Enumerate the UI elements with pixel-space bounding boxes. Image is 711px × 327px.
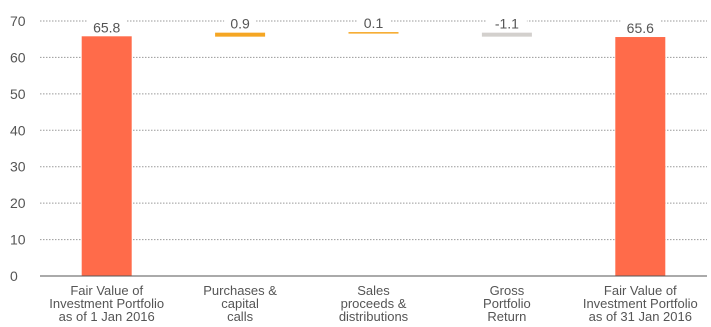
x-category-line: calls	[227, 309, 254, 322]
x-category-line: Sales	[357, 283, 390, 298]
y-tick-label-40: 40	[10, 122, 26, 138]
bar-5	[615, 37, 666, 277]
x-category-line: Fair Value of	[70, 283, 143, 298]
x-category-line: Investment Portfolio	[583, 296, 698, 311]
x-category-line: as of 1 Jan 2016	[59, 309, 155, 322]
data-label-2: 0.9	[230, 16, 250, 32]
data-label-bg-3	[357, 14, 390, 32]
x-category-line: as of 31 Jan 2016	[589, 309, 692, 322]
data-label-3: 0.1	[364, 15, 384, 31]
gridlines	[40, 20, 707, 241]
bar-4	[481, 32, 532, 37]
y-axis-ticks: 0 10 20 30 40 50 60 70	[10, 13, 26, 284]
x-category-label-4: Gross Portfolio Return	[483, 283, 531, 322]
x-category-label-1: Fair Value of Investment Portfolio as of 1…	[49, 283, 164, 322]
data-label-4: -1.1	[495, 16, 519, 32]
y-tick-label-70: 70	[10, 13, 26, 29]
x-category-line: Gross	[490, 283, 525, 298]
x-category-line: Investment Portfolio	[49, 296, 164, 311]
x-axis-categories: Fair Value of Investment Portfolio as of 1…	[49, 283, 698, 324]
data-label-5: 65.6	[627, 20, 654, 36]
x-category-label-5: Fair Value of Investment Portfolio as of 3…	[583, 283, 698, 322]
data-label-bg-1	[86, 18, 127, 36]
bar-2	[215, 32, 266, 37]
data-labels: 65.8 0.9 0.1 -1.1 65.6	[86, 14, 661, 37]
data-label-1: 65.8	[93, 19, 120, 35]
x-category-label-3: Sales proceeds & distributions	[339, 283, 409, 322]
x-category-label-2: Purchases & capital calls	[203, 283, 277, 322]
x-category-line: capital	[221, 296, 259, 311]
y-tick-label-60: 60	[10, 49, 26, 65]
data-label-bg-2	[224, 14, 257, 32]
x-category-line: proceeds &	[341, 296, 407, 311]
x-category-line: Fair Value of	[604, 283, 677, 298]
y-tick-label-20: 20	[10, 195, 26, 211]
y-tick-label-50: 50	[10, 86, 26, 102]
data-label-bg-4	[486, 14, 527, 32]
x-category-line: Return	[487, 309, 526, 322]
bars	[81, 32, 666, 277]
y-tick-label-0: 0	[10, 268, 18, 284]
bar-1	[81, 36, 132, 276]
x-category-line: Portfolio	[483, 296, 531, 311]
y-tick-label-30: 30	[10, 159, 26, 175]
x-category-line: distributions	[339, 309, 409, 322]
x-category-line: Purchases &	[203, 283, 277, 298]
data-label-bg-5	[620, 19, 661, 37]
bar-3	[348, 32, 399, 34]
y-tick-label-10: 10	[10, 232, 26, 248]
